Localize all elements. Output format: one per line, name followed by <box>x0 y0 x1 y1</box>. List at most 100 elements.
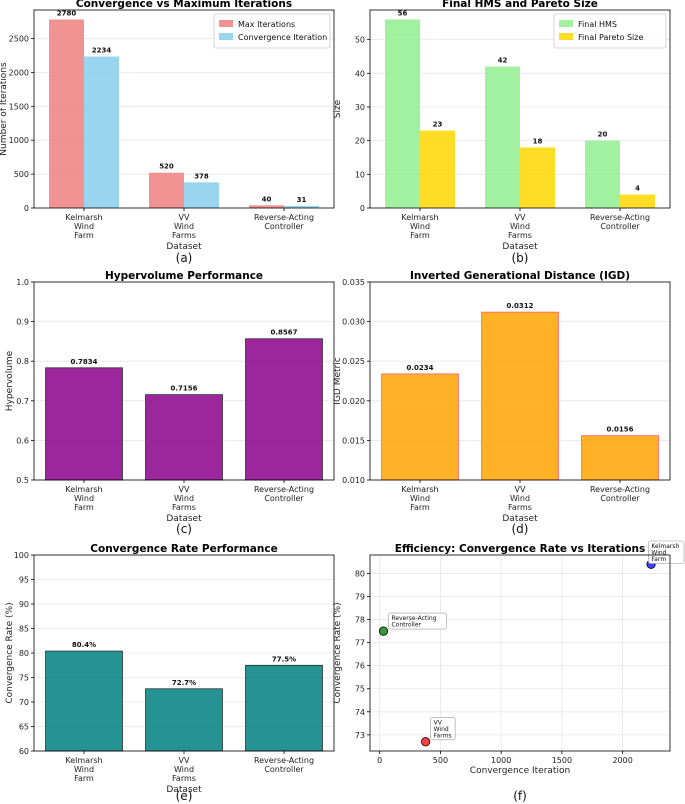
data-label: 40 <box>262 195 272 203</box>
y-tick-label: 0.7 <box>16 397 29 406</box>
bar-convergence-iteration <box>284 205 319 208</box>
y-tick-label: 70 <box>19 698 29 707</box>
x-tick-label: Kelmarsh Wind Farm <box>401 485 438 512</box>
chart-e: Convergence Rate Performance 60 65 70 75 80 85… <box>5 543 335 803</box>
data-label: 42 <box>498 57 508 65</box>
data-label: 56 <box>398 9 408 17</box>
data-label: 0.0156 <box>606 426 633 434</box>
bar-igd <box>481 311 559 481</box>
y-tick-label: 0.9 <box>16 318 29 327</box>
plot-frame <box>369 281 671 481</box>
chart-title: Convergence Rate Performance <box>90 543 277 555</box>
x-tick-label: VV Wind Farms <box>508 213 532 240</box>
x-tick-label: 500 <box>433 756 448 765</box>
legend-label: Final Pareto Size <box>578 33 643 42</box>
bar-max-iterations <box>49 19 84 209</box>
bar-hypervolume <box>145 394 223 481</box>
y-tick-label: 0.035 <box>342 278 365 287</box>
data-label: 0.0312 <box>506 302 533 310</box>
data-label: 0.7156 <box>170 385 197 393</box>
y-tick-label: 73 <box>355 731 365 740</box>
chart-title: Final HMS and Pareto Size <box>442 0 598 10</box>
y-tick-label: 90 <box>19 600 29 609</box>
y-tick-label: 0.5 <box>16 476 29 485</box>
x-tick-label: VV Wind Farms <box>172 756 196 783</box>
data-label: 0.7834 <box>70 358 97 366</box>
legend-box <box>553 13 667 49</box>
panel-caption: (f) <box>513 789 527 803</box>
y-tick-label: 75 <box>355 685 365 694</box>
point-annotation: Kelmarsh Wind Farm <box>651 543 679 563</box>
chart-c: Hypervolume Performance 0.5 0.6 0.7 0.8 0.9 1.… <box>5 270 335 536</box>
bar-final-pareto-size <box>520 147 555 208</box>
bar-final-hms <box>385 19 420 208</box>
legend-label: Max Iterations <box>238 20 295 29</box>
data-label: 31 <box>297 196 307 204</box>
point-annotation: Reverse-Acting Controller <box>391 615 436 629</box>
x-tick-label: Reverse-Acting Controller <box>254 756 314 774</box>
y-tick-label: 0 <box>360 204 365 213</box>
y-tick-label: 80 <box>355 569 365 578</box>
bar-convergence-rate <box>245 664 323 752</box>
data-label: 378 <box>194 172 209 180</box>
legend-swatch <box>219 20 233 27</box>
y-tick-label: 0.020 <box>342 397 365 406</box>
y-tick-label: 79 <box>355 593 365 602</box>
chart-title: Hypervolume Performance <box>105 270 263 282</box>
x-axis-label: Dataset <box>502 514 538 524</box>
y-tick-label: 500 <box>14 170 29 179</box>
x-axis-label: Dataset <box>166 514 202 524</box>
legend: Final HMS Final Pareto Size <box>553 13 667 49</box>
x-axis-label: Convergence Iteration <box>470 766 570 776</box>
legend-label: Final HMS <box>578 20 617 29</box>
data-label: 520 <box>159 163 174 171</box>
y-tick-label: 30 <box>355 103 365 112</box>
y-tick-label: 1500 <box>9 102 29 111</box>
bar-final-hms <box>585 140 620 208</box>
panel-caption: (d) <box>512 522 529 536</box>
bar-final-hms <box>485 66 520 208</box>
y-tick-label: 1000 <box>9 136 29 145</box>
x-tick-label: VV Wind Farms <box>172 213 196 240</box>
point-annotation: VV Wind Farms <box>434 719 452 739</box>
x-tick-label: Reverse-Acting Controller <box>590 485 650 503</box>
point-annotation-box <box>388 612 447 630</box>
y-tick-label: 60 <box>19 747 29 756</box>
x-axis-label: Dataset <box>502 242 538 252</box>
x-axis-label: Dataset <box>166 242 202 252</box>
x-axis-label: Dataset <box>166 785 202 795</box>
data-label: 23 <box>433 121 443 129</box>
legend-swatch <box>559 33 573 40</box>
chart-d: Inverted Generational Distance (IGD) 0.01… <box>333 270 671 536</box>
plot-frame <box>33 554 335 752</box>
y-axis-label: Convergence Rate (%) <box>333 602 343 703</box>
panel-caption: (c) <box>176 522 192 536</box>
y-axis-label: Number of Iterations <box>0 62 9 156</box>
y-tick-label: 1.0 <box>16 278 29 287</box>
bar-igd <box>581 435 659 481</box>
bar-convergence-rate <box>45 650 123 752</box>
y-axis-label: Size <box>333 99 343 118</box>
y-tick-label: 20 <box>355 137 365 146</box>
y-tick-label: 65 <box>19 723 29 732</box>
y-axis-label: IGD Metric <box>333 357 343 404</box>
y-tick-label: 80 <box>19 649 29 658</box>
legend-label: Convergence Iteration <box>238 33 327 42</box>
data-label: 4 <box>635 185 640 193</box>
x-tick-label: Kelmarsh Wind Farm <box>65 756 102 783</box>
data-label: 20 <box>598 131 608 139</box>
panel-caption: (b) <box>512 251 529 265</box>
x-tick-label: 2000 <box>612 756 632 765</box>
data-label: 2234 <box>92 47 112 55</box>
bar-convergence-iteration <box>184 182 219 208</box>
y-tick-label: 40 <box>355 69 365 78</box>
legend-box <box>213 13 331 49</box>
y-tick-label: 0.025 <box>342 357 365 366</box>
x-tick-label: Kelmarsh Wind Farm <box>65 485 102 512</box>
y-tick-label: 74 <box>355 708 365 717</box>
y-tick-label: 2000 <box>9 68 29 77</box>
x-tick-label: 0 <box>377 756 382 765</box>
y-tick-label: 0 <box>24 204 29 213</box>
chart-title: Inverted Generational Distance (IGD) <box>410 270 630 282</box>
y-tick-label: 10 <box>355 170 365 179</box>
